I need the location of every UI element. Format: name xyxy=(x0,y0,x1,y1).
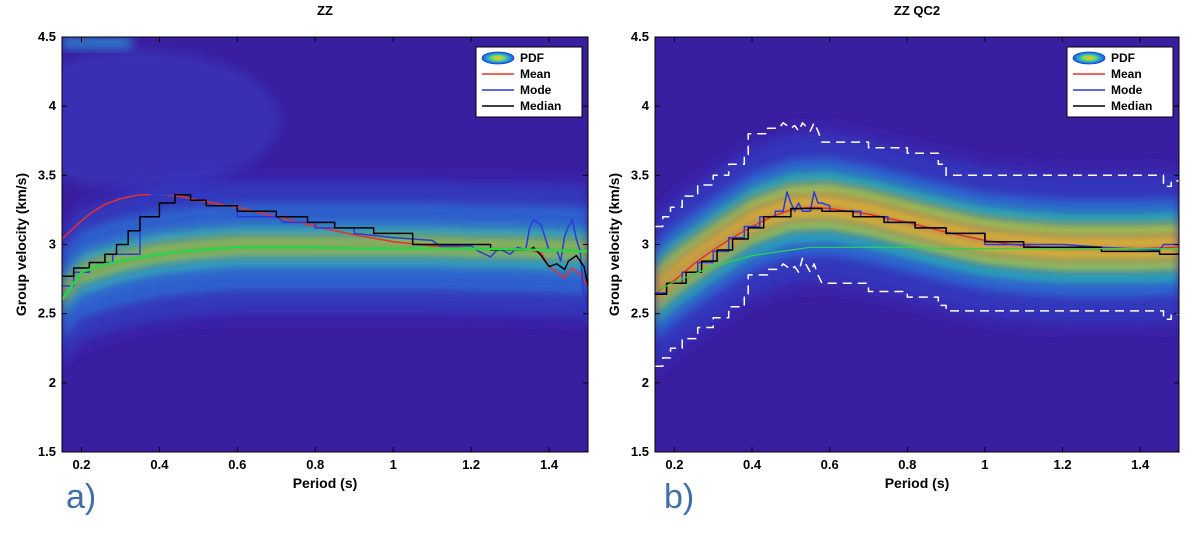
chart1-series-mean xyxy=(62,193,588,287)
chart1-ytick-label: 3.5 xyxy=(38,167,56,182)
pdf-band xyxy=(62,290,588,352)
chart1-xtick-label: 0.8 xyxy=(306,457,324,472)
chart2-xtick-label: 1 xyxy=(981,457,988,472)
chart1-legend-mode: Mode xyxy=(520,83,552,97)
chart2-legend-swatch-pdf xyxy=(1072,51,1106,65)
chart2-ytick-label: 2.5 xyxy=(631,306,649,321)
chart1-xtick-label: 0.6 xyxy=(228,457,246,472)
chart2-series-reference xyxy=(655,246,1179,293)
chart1-xtick-label: 1.2 xyxy=(462,457,480,472)
chart1-ytick-label: 2 xyxy=(49,375,56,390)
chart2-ytick-label: 3.5 xyxy=(631,167,649,182)
chart2-series-lower-bound xyxy=(655,257,1179,367)
pdf-band xyxy=(655,219,1179,318)
pdf-band xyxy=(655,145,1179,244)
chart1-series-median xyxy=(62,193,588,287)
pdf-band xyxy=(655,182,1179,281)
pdf-band xyxy=(62,279,588,341)
chart1-xtick-label: 1.4 xyxy=(540,457,559,472)
chart2-legend-mean: Mean xyxy=(1111,67,1142,81)
pdf-band xyxy=(62,225,588,287)
pdf-band xyxy=(655,243,1179,342)
chart2-xtick-label: 0.8 xyxy=(898,457,916,472)
pdf-band xyxy=(655,231,1179,330)
pdf-band xyxy=(655,280,1179,379)
chart1-legend: PDF Mean Mode Median xyxy=(475,46,583,118)
chart1-series-reference xyxy=(62,246,588,301)
chart2-legend-pdf: PDF xyxy=(1111,51,1135,65)
plot-area xyxy=(62,37,588,374)
chart2-xtick-label: 0.4 xyxy=(743,457,762,472)
chart2-xtick-label: 0.2 xyxy=(665,457,683,472)
panel-zz: 0.2 0.4 0.6 0.8 1 1.2 1.4 1.5 2 2.5 3 3.5 4 4.5 ZZ Peri… xyxy=(13,3,589,491)
chart1-xtick-label: 0.2 xyxy=(72,457,90,472)
pdf-band xyxy=(62,182,588,243)
chart1-title: ZZ xyxy=(317,3,333,18)
chart1-legend-mean: Mean xyxy=(520,67,551,81)
chart1-legend-swatch-pdf xyxy=(481,51,515,65)
chart2-xtick-label: 1.2 xyxy=(1054,457,1072,472)
pdf-band xyxy=(655,170,1179,269)
chart2-xlabel: Period (s) xyxy=(885,475,950,491)
chart2-series-upper-bound xyxy=(655,122,1179,228)
chart1-xtick-label: 1 xyxy=(390,457,397,472)
chart1-xtick-label: 0.4 xyxy=(150,457,169,472)
chart1-xlabel: Period (s) xyxy=(293,475,358,491)
pdf-band xyxy=(62,258,588,319)
chart2-legend: PDF Mean Mode Median xyxy=(1066,46,1174,118)
panel-zz-qc2: 0.2 0.4 0.6 0.8 1 1.2 1.4 1.5 2 2.5 3 3.5 4 4.5 ZZ QC2… xyxy=(606,3,1180,491)
chart1-ytick-label: 4 xyxy=(49,98,57,113)
pdf-haze xyxy=(62,37,132,49)
chart1-ytick-label: 4.5 xyxy=(38,29,56,44)
chart2-ytick-label: 4 xyxy=(642,98,650,113)
chart1-ytick-label: 3 xyxy=(49,237,56,252)
chart2-ytick-label: 2 xyxy=(642,375,649,390)
pdf-band xyxy=(655,121,1179,220)
panel-label-b: b) xyxy=(664,478,695,516)
chart2-ytick-label: 1.5 xyxy=(631,444,649,459)
chart1-legend-pdf: PDF xyxy=(520,51,544,65)
pdf-haze xyxy=(62,50,280,190)
pdf-band xyxy=(62,171,588,232)
panel-label-a: a) xyxy=(66,478,97,516)
chart2-legend-mode: Mode xyxy=(1111,83,1143,97)
chart1-ytick-label: 1.5 xyxy=(38,444,56,459)
pdf-band xyxy=(655,256,1179,355)
chart2-ytick-label: 4.5 xyxy=(631,29,649,44)
pdf-band xyxy=(655,158,1179,257)
pdf-band xyxy=(62,192,588,254)
chart2-ylabel: Group velocity (km/s) xyxy=(606,173,622,316)
chart2-title: ZZ QC2 xyxy=(894,3,940,18)
pdf-band xyxy=(62,269,588,330)
plot-area xyxy=(655,121,1179,379)
chart2-ytick-label: 3 xyxy=(642,237,649,252)
pdf-band xyxy=(62,247,588,308)
chart1-legend-median: Median xyxy=(520,99,561,113)
pdf-band xyxy=(62,203,588,265)
chart2-xtick-label: 1.4 xyxy=(1131,457,1150,472)
chart1-ytick-label: 2.5 xyxy=(38,306,56,321)
pdf-band xyxy=(62,236,588,298)
chart1-ylabel: Group velocity (km/s) xyxy=(13,173,29,316)
pdf-band xyxy=(62,312,588,374)
pdf-band xyxy=(655,207,1179,306)
chart2-xtick-label: 0.6 xyxy=(821,457,839,472)
chart2-legend-median: Median xyxy=(1111,99,1152,113)
pdf-band xyxy=(655,194,1179,293)
chart2-series-median xyxy=(655,207,1179,296)
pdf-band xyxy=(62,301,588,363)
pdf-band xyxy=(655,268,1179,367)
